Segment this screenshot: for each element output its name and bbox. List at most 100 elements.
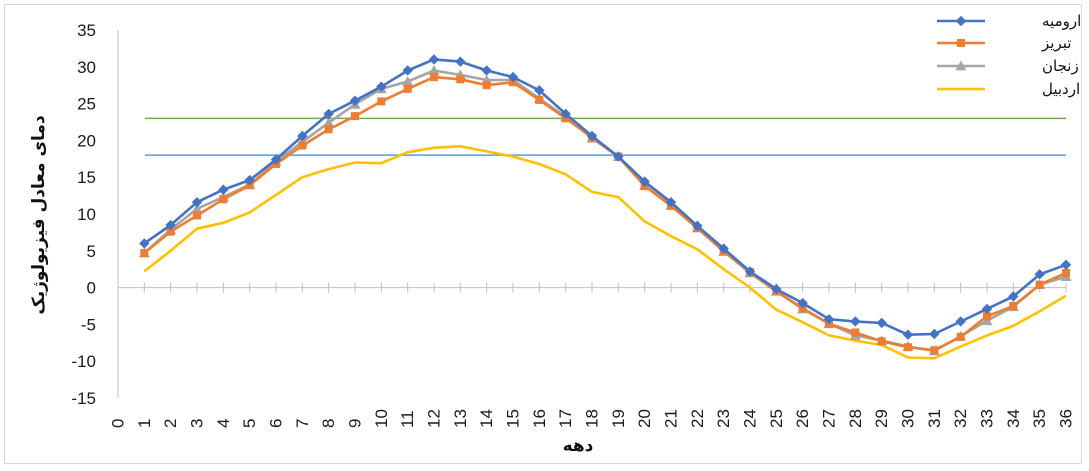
x-tick-label: 6 (267, 419, 286, 428)
x-axis-title: دهه (563, 436, 594, 456)
series-marker (1035, 280, 1044, 289)
series-marker (507, 71, 519, 83)
series-marker (586, 130, 598, 142)
x-tick-label: 18 (583, 409, 602, 428)
series-marker (191, 203, 203, 214)
y-axis-ticks: 35 30 25 20 15 10 5 0 -5 -10 -15 (71, 21, 96, 408)
x-tick-label: 20 (635, 409, 654, 428)
y-tick-label: 30 (77, 58, 96, 77)
series-group (138, 54, 1072, 360)
x-axis-ticks: 0 1 2 3 4 5 6 7 8 9 10 11 12 13 14 15 16 17 18 19 20 21 22 23 24… (109, 409, 1076, 428)
axes (117, 30, 1067, 398)
series-marker (639, 176, 650, 187)
series-marker (771, 283, 782, 295)
series-marker (166, 227, 175, 236)
chart-frame (4, 4, 1082, 464)
series-line (143, 145, 1067, 360)
x-tick-label: 29 (872, 409, 891, 428)
series-marker (718, 243, 729, 254)
series-marker (403, 84, 412, 93)
x-tick-label: 7 (293, 419, 312, 428)
series-marker (929, 328, 940, 340)
series-marker (1062, 268, 1070, 277)
series-marker (955, 60, 967, 71)
x-tick-label: 12 (425, 409, 444, 428)
x-tick-label: 10 (372, 409, 391, 428)
series-marker (351, 112, 359, 121)
series-marker (323, 117, 335, 128)
series-marker (298, 141, 307, 150)
series-marker (482, 81, 491, 90)
x-tick-label: 25 (767, 409, 786, 428)
x-tick-label: 22 (688, 409, 707, 428)
series-marker (535, 95, 544, 104)
series-marker (902, 329, 914, 340)
series-marker (955, 316, 966, 327)
x-tick-label: 9 (346, 419, 365, 428)
series-marker (981, 303, 993, 315)
series-marker (402, 76, 414, 86)
series-1 (139, 54, 1072, 340)
y-tick-label: 25 (77, 95, 96, 114)
y-tick-label: 35 (77, 21, 96, 40)
x-tick-label: 33 (978, 409, 997, 428)
series-2 (140, 73, 1070, 355)
x-tick-label: 27 (820, 409, 839, 428)
x-tick-label: 17 (556, 409, 575, 428)
y-axis-title: دمای معادل فیزیولوژیک (29, 115, 49, 315)
series-marker (165, 219, 176, 231)
series-marker (851, 328, 860, 337)
x-tick-label: 3 (188, 419, 207, 428)
series-line (143, 58, 1067, 337)
x-tick-label: 5 (240, 419, 259, 428)
series-3 (138, 64, 1072, 356)
series-marker (877, 337, 886, 346)
y-tick-label: 5 (87, 242, 96, 261)
series-marker (349, 95, 361, 106)
y-tick-label: 20 (77, 131, 96, 150)
series-marker (481, 65, 492, 76)
x-tick-label: 21 (662, 409, 681, 428)
legend-label: اردبیل (1042, 80, 1080, 98)
series-marker (957, 39, 965, 47)
x-tick-label: 0 (109, 419, 128, 428)
series-marker (376, 81, 387, 92)
series-marker (193, 211, 201, 220)
y-tick-label: -10 (71, 352, 96, 371)
x-tick-label: 1 (135, 419, 154, 428)
x-tick-label: 8 (319, 419, 338, 428)
x-tick-label: 16 (530, 409, 549, 428)
x-tick-label: 13 (451, 409, 470, 428)
series-marker (613, 151, 624, 162)
series-marker (456, 75, 465, 84)
series-marker (956, 332, 965, 341)
x-tick-label: 14 (477, 409, 496, 428)
series-marker (560, 108, 571, 120)
x-tick-label: 19 (609, 409, 628, 428)
x-tick-label: 23 (714, 409, 733, 428)
series-line (143, 69, 1067, 353)
y-tick-label: -15 (71, 389, 96, 408)
series-marker (876, 317, 887, 329)
x-tick-label: 32 (951, 409, 970, 428)
series-marker (139, 238, 150, 249)
series-marker (402, 65, 413, 76)
legend: ارومیه تبریز زنجان اردبیل (937, 12, 1081, 98)
x-tick-label: 26 (793, 409, 812, 428)
y-tick-label: 0 (87, 279, 96, 298)
series-marker (1060, 259, 1072, 270)
series-marker (1034, 269, 1045, 280)
x-tick-label: 35 (1030, 409, 1049, 428)
series-marker (534, 85, 545, 96)
series-marker (744, 266, 756, 277)
y-tick-label: 15 (77, 168, 96, 187)
series-marker (1008, 291, 1019, 302)
y-tick-label: 10 (77, 205, 96, 224)
series-marker (323, 108, 334, 120)
series-marker (244, 174, 255, 186)
series-marker (1009, 302, 1018, 310)
series-marker (692, 220, 703, 231)
series-marker (428, 64, 440, 75)
series-marker (270, 154, 282, 165)
